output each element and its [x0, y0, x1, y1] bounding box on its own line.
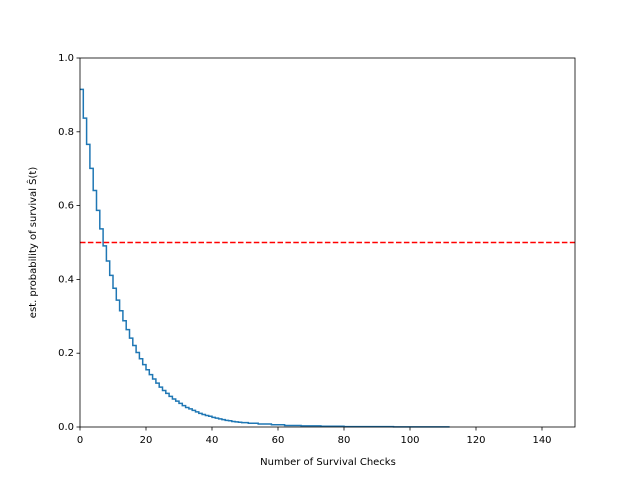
y-tick-label: 1.0 [58, 53, 74, 64]
x-tick-label: 40 [206, 435, 219, 446]
y-tick-label: 0.8 [58, 127, 74, 138]
x-tick-label: 80 [338, 435, 351, 446]
x-axis-label: Number of Survival Checks [260, 457, 396, 468]
x-tick-label: 0 [77, 435, 83, 446]
x-tick-label: 60 [272, 435, 285, 446]
y-axis-label: est. probability of survival Ŝ(t) [26, 167, 39, 319]
y-tick-label: 0.4 [58, 274, 74, 285]
y-tick-label: 0.2 [58, 348, 74, 359]
x-tick-label: 140 [532, 435, 551, 446]
x-tick-label: 20 [140, 435, 153, 446]
y-tick-label: 0.6 [58, 201, 74, 212]
plot-frame [79, 57, 576, 428]
x-tick-label: 100 [400, 435, 419, 446]
x-tick-label: 120 [466, 435, 485, 446]
survival-step-line [80, 88, 450, 428]
y-tick-label: 0.0 [58, 422, 74, 433]
